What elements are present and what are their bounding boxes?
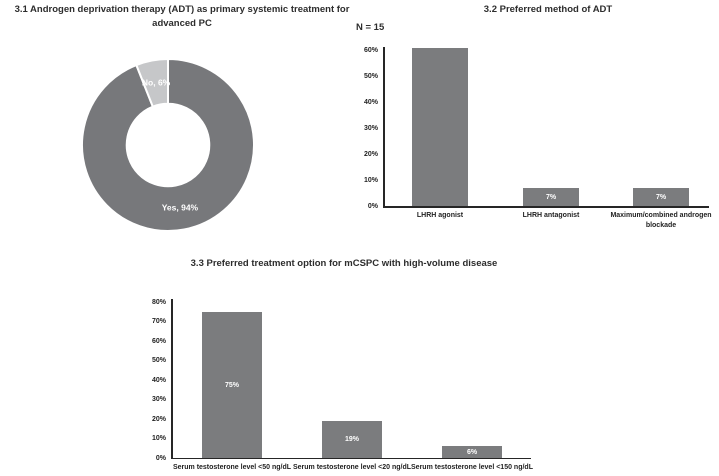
y-axis-line bbox=[171, 299, 173, 459]
donut-chart: Yes, 94% No, 6% bbox=[81, 57, 255, 232]
category-label: Serum testosterone level <50 ng/dL bbox=[172, 464, 292, 471]
axis-tick-label: 10% bbox=[363, 177, 378, 184]
x-axis-line bbox=[171, 457, 531, 459]
bar bbox=[412, 47, 468, 207]
bar-value-label: 6% bbox=[466, 448, 478, 456]
donut-slice bbox=[81, 57, 255, 232]
bar bbox=[322, 421, 382, 458]
donut-slice bbox=[135, 57, 169, 108]
axis-tick-label: 80% bbox=[151, 298, 166, 306]
chart-3-3-title: 3.3 Preferred treatment option for mCSPC… bbox=[190, 258, 498, 269]
bar-value-label: 7% bbox=[545, 193, 557, 201]
axis-tick-label: 40% bbox=[151, 376, 166, 384]
x-axis-line bbox=[383, 206, 709, 208]
bar-value-label: 19% bbox=[344, 436, 359, 444]
bar bbox=[633, 188, 689, 207]
sample-size-label: N = 15 bbox=[356, 22, 385, 33]
bar-value-label: 75% bbox=[224, 381, 239, 389]
axis-tick-label: 0% bbox=[155, 454, 166, 462]
category-label: Maximum/combined androgen blockade bbox=[610, 212, 712, 229]
donut-slice-label: No, 6% bbox=[142, 77, 171, 87]
axis-tick-label: 20% bbox=[151, 415, 166, 423]
chart-3-2-title: 3.2 Preferred method of ADT bbox=[483, 4, 613, 15]
axis-tick-label: 70% bbox=[151, 318, 166, 326]
bar bbox=[202, 312, 262, 458]
axis-tick-label: 0% bbox=[367, 203, 378, 210]
category-label: Serum testosterone level <150 ng/dL bbox=[411, 464, 533, 471]
bar bbox=[442, 446, 502, 458]
donut-slice-label: Yes, 94% bbox=[162, 203, 199, 213]
axis-tick-label: 60% bbox=[151, 337, 166, 345]
axis-tick-label: 20% bbox=[363, 151, 378, 158]
axis-tick-label: 50% bbox=[151, 357, 166, 365]
bar-value-label: 7% bbox=[655, 193, 667, 201]
category-label: LHRH antagonist bbox=[522, 212, 580, 219]
y-axis-line bbox=[383, 47, 385, 208]
axis-tick-label: 30% bbox=[151, 396, 166, 404]
bar bbox=[523, 188, 579, 207]
category-label: Serum testosterone level <20 ng/dL bbox=[292, 464, 412, 471]
category-label: LHRH agonist bbox=[416, 212, 464, 219]
axis-tick-label: 50% bbox=[363, 73, 378, 80]
axis-tick-label: 40% bbox=[363, 99, 378, 106]
axis-tick-label: 60% bbox=[363, 47, 378, 54]
chart-3-1-title: 3.1 Androgen deprivation therapy (ADT) a… bbox=[14, 4, 350, 29]
axis-tick-label: 10% bbox=[151, 435, 166, 443]
axis-tick-label: 30% bbox=[363, 125, 378, 132]
